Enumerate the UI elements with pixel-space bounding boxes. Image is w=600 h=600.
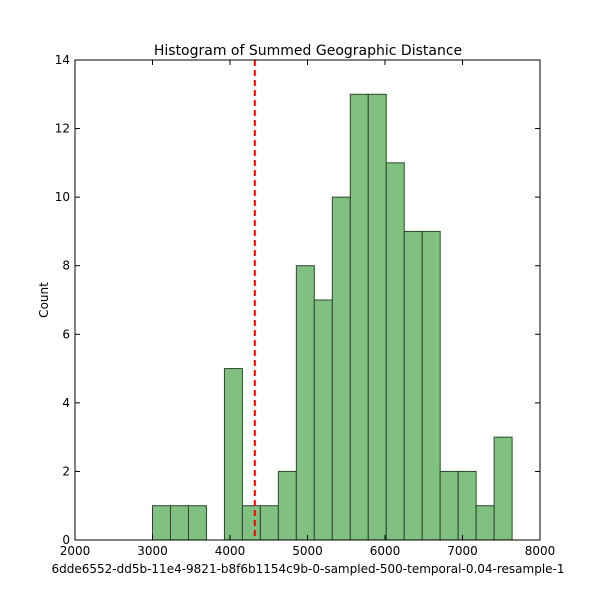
x-tick-label: 4000 bbox=[215, 544, 246, 558]
histogram-bar bbox=[169, 505, 189, 541]
histogram-bar bbox=[421, 230, 441, 541]
y-tick-label: 2 bbox=[62, 464, 70, 478]
x-axis-label: 6dde6552-dd5b-11e4-9821-b8f6b1154c9b-0-s… bbox=[51, 562, 564, 576]
histogram-bar bbox=[349, 93, 369, 541]
y-tick-label: 4 bbox=[62, 396, 70, 410]
x-tick-label: 3000 bbox=[137, 544, 168, 558]
histogram-bar bbox=[223, 368, 243, 541]
y-tick-label: 10 bbox=[55, 190, 70, 204]
y-tick-label: 0 bbox=[62, 533, 70, 547]
histogram-bar bbox=[241, 505, 261, 541]
histogram-bar bbox=[187, 505, 207, 541]
x-tick-label: 7000 bbox=[447, 544, 478, 558]
x-tick-label: 2000 bbox=[60, 544, 91, 558]
histogram-bar bbox=[259, 505, 279, 541]
chart-title: Histogram of Summed Geographic Distance bbox=[154, 43, 462, 59]
histogram-bar bbox=[439, 470, 459, 541]
histogram-bar bbox=[457, 470, 477, 541]
y-tick-label: 8 bbox=[62, 259, 70, 273]
histogram-bar bbox=[152, 505, 171, 541]
histogram-bar bbox=[385, 162, 405, 541]
bars-group bbox=[152, 93, 513, 541]
histogram-bar bbox=[331, 196, 351, 541]
histogram-bar bbox=[277, 470, 297, 541]
x-tick-label: 8000 bbox=[525, 544, 556, 558]
x-tick-label: 6000 bbox=[370, 544, 401, 558]
histogram-bar bbox=[295, 265, 315, 541]
histogram-bar bbox=[403, 230, 423, 541]
y-tick-label: 12 bbox=[55, 122, 70, 136]
y-axis-label: Count bbox=[37, 282, 51, 318]
y-tick-label: 6 bbox=[62, 327, 70, 341]
y-axis-ticks: 0 2 4 6 8 10 12 14 bbox=[55, 53, 540, 547]
histogram-bar bbox=[313, 299, 333, 541]
y-tick-label: 14 bbox=[55, 53, 70, 67]
x-axis-ticks: 2000 3000 4000 5000 6000 7000 8000 bbox=[60, 60, 556, 558]
histogram-bar bbox=[493, 436, 513, 541]
histogram-bar bbox=[367, 93, 387, 541]
histogram-bar bbox=[475, 505, 495, 541]
x-tick-label: 5000 bbox=[292, 544, 323, 558]
